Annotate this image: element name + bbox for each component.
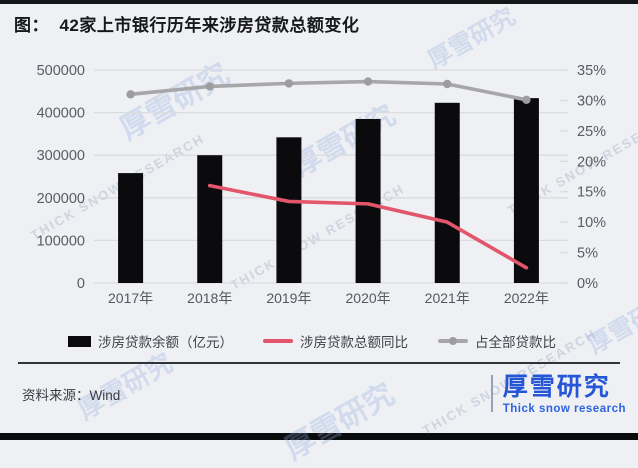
x-axis-label-2018年: 2018年 (187, 290, 232, 306)
legend-label: 占全部贷款比 (475, 335, 556, 350)
x-axis-label-2022年: 2022年 (504, 290, 549, 306)
bar-2022年 (513, 98, 539, 283)
watermark: 厚雪研究 (279, 377, 400, 467)
right-axis-tick-label: 35% (577, 63, 606, 79)
bottom-accent-bar (0, 433, 638, 440)
marker-占全部贷款比 (205, 82, 214, 91)
marker-占全部贷款比 (126, 90, 135, 99)
marker-占全部贷款比 (443, 79, 452, 89)
gray-line-swatch-icon (438, 337, 468, 345)
chart-title: 图： 42家上市银行历年来涉房贷款总额变化 (14, 16, 360, 35)
right-axis-tick-label: 15% (577, 185, 606, 201)
legend-label: 涉房贷款总额同比 (300, 335, 408, 350)
bar-2021年 (434, 102, 460, 283)
logo-name: 厚雪研究 (502, 373, 611, 401)
right-axis-tick-label: 0% (577, 276, 598, 292)
legend-item-balance: 涉房贷款余额（亿元） (68, 331, 233, 351)
logo-text-block: 厚雪研究 Thick snow research (503, 372, 626, 415)
right-axis-tick-label: 20% (577, 154, 606, 170)
combo-chart: 500000 400000 300000 200000 100000 0 35% 30% 25%… (37, 63, 607, 306)
left-axis-tick-label: 0 (77, 276, 85, 292)
marker-占全部贷款比 (284, 79, 294, 88)
x-axis-label-2021年: 2021年 (425, 290, 470, 306)
bar-swatch-icon (68, 335, 91, 347)
red-line-swatch-icon (263, 339, 293, 343)
x-axis-label-2019年: 2019年 (266, 290, 311, 306)
bar-2017年 (118, 173, 144, 283)
data-source-label: 资料来源：Wind (22, 388, 121, 403)
bar-2019年 (276, 137, 302, 283)
legend-item-yoy: 涉房贷款总额同比 (263, 331, 408, 351)
legend-label: 涉房贷款余额（亿元） (98, 335, 233, 350)
line-涉房贷款总额同比 (207, 183, 529, 270)
right-axis-tick-label: 30% (577, 93, 606, 109)
x-axis-label-2017年: 2017年 (108, 290, 153, 306)
legend-item-share: 占全部贷款比 (438, 331, 556, 351)
chart-legend: 涉房贷款余额（亿元） 涉房贷款总额同比 占全部贷款比 (0, 331, 638, 351)
right-axis-tick-label: 5% (577, 246, 598, 262)
left-axis-tick-label: 200000 (37, 191, 85, 207)
left-axis-tick-label: 500000 (37, 63, 85, 79)
left-axis-tick-label: 100000 (37, 233, 85, 249)
marker-占全部贷款比 (363, 77, 373, 86)
left-axis-tick-label: 400000 (37, 106, 85, 122)
right-axis-tick-label: 25% (577, 124, 606, 140)
left-axis-tick-label: 300000 (37, 148, 85, 164)
marker-占全部贷款比 (522, 95, 531, 105)
top-accent-bar (0, 0, 638, 4)
x-axis-label-2020年: 2020年 (346, 290, 391, 306)
bar-2018年 (197, 155, 223, 283)
bar-2020年 (355, 118, 381, 284)
right-axis-tick-label: 10% (577, 215, 606, 231)
footer-divider (18, 362, 620, 364)
logo-divider-rule (490, 375, 493, 412)
line-占全部贷款比 (128, 79, 529, 102)
thick-snow-research-logo: 厚雪研究 Thick snow research (490, 372, 626, 415)
logo-subtitle: Thick snow research (502, 403, 626, 415)
